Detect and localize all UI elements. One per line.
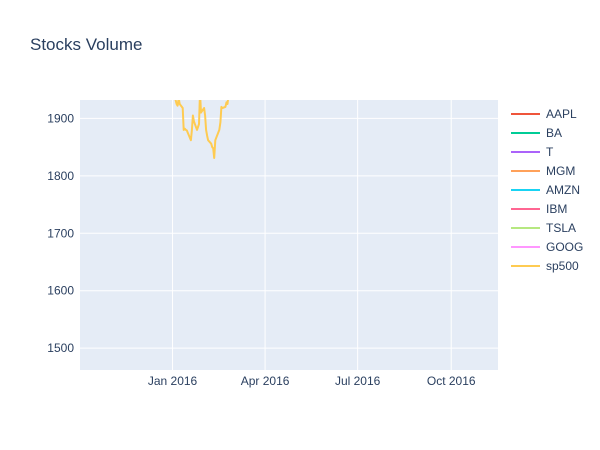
y-axis-ticks: 1500 1600 1700 1800 1900	[47, 111, 74, 355]
y-tick-label: 1500	[47, 341, 74, 355]
legend-item-aapl[interactable]: AAPL	[511, 107, 577, 121]
grid-lines	[80, 100, 498, 370]
legend-item-ibm[interactable]: IBM	[511, 202, 567, 216]
x-tick-label: Jan 2016	[148, 374, 198, 388]
legend-item-sp500[interactable]: sp500	[511, 259, 579, 273]
legend-item-mgm[interactable]: MGM	[511, 164, 575, 178]
legend[interactable]: AAPL BA T MGM AMZN IBM TSLA GOOG sp500	[511, 107, 583, 273]
x-tick-label: Oct 2016	[427, 374, 476, 388]
legend-label: AMZN	[546, 183, 580, 197]
chart-title: Stocks Volume	[30, 35, 142, 54]
legend-label: T	[546, 145, 554, 159]
plot-area[interactable]	[80, 100, 498, 370]
legend-item-tsla[interactable]: TSLA	[511, 221, 576, 235]
legend-item-amzn[interactable]: AMZN	[511, 183, 580, 197]
legend-item-goog[interactable]: GOOG	[511, 240, 583, 254]
x-tick-label: Apr 2016	[241, 374, 290, 388]
legend-label: TSLA	[546, 221, 576, 235]
legend-label: MGM	[546, 164, 575, 178]
legend-label: AAPL	[546, 107, 577, 121]
x-tick-label: Jul 2016	[335, 374, 381, 388]
legend-label: GOOG	[546, 240, 583, 254]
y-tick-label: 1600	[47, 284, 74, 298]
series-lines	[174, 100, 229, 159]
legend-label: BA	[546, 126, 562, 140]
x-axis-ticks: Jan 2016 Apr 2016 Jul 2016 Oct 2016	[148, 374, 476, 388]
y-tick-label: 1700	[47, 226, 74, 240]
legend-label: sp500	[546, 259, 579, 273]
y-tick-label: 1800	[47, 169, 74, 183]
y-tick-label: 1900	[47, 111, 74, 125]
legend-item-ba[interactable]: BA	[511, 126, 562, 140]
series-line-sp500	[174, 100, 229, 159]
legend-item-t[interactable]: T	[511, 145, 554, 159]
legend-label: IBM	[546, 202, 567, 216]
